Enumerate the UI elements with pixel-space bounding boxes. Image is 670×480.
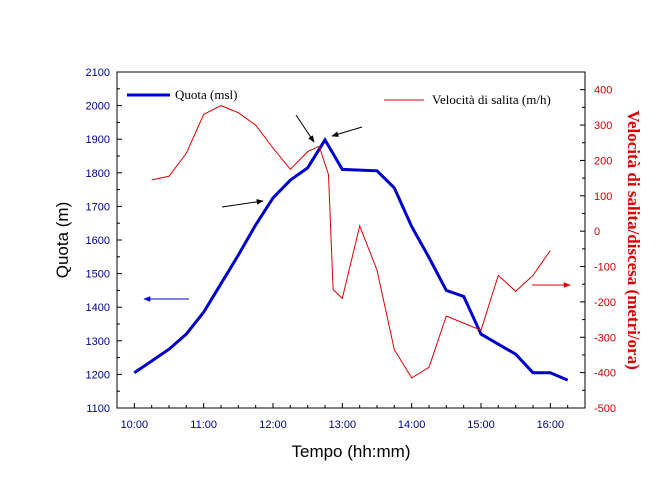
x-tick-label: 10:00 (121, 419, 149, 431)
x-tick-label: 11:00 (190, 419, 217, 431)
x-axis-ticks: 10:00 11:00 12:00 13:00 14:00 15:00 16:00 (121, 403, 569, 431)
series-layer (133, 105, 569, 382)
x-axis-title: Tempo (hh:mm) (291, 442, 410, 461)
legend: Quota (msl) Velocità di salita (m/h) (127, 87, 551, 107)
y-right-tick-label: 0 (594, 226, 600, 238)
arrow-ascent (221, 199, 264, 208)
series-line-velocita (151, 105, 551, 379)
y-left-tick-label: 1900 (86, 134, 110, 146)
x-tick-label: 16:00 (537, 419, 565, 431)
y-right-tick-label: -300 (594, 332, 616, 344)
y-right-tick-label: 100 (594, 191, 612, 203)
x-tick-label: 12:00 (259, 419, 287, 431)
y-right-tick-label: 200 (594, 155, 612, 167)
y-left-axis-ticks: 1100 1200 1300 1400 1500 1600 1700 1800 1900 2000… (86, 67, 122, 415)
y-right-tick-label: -100 (594, 262, 616, 274)
y-right-tick-label: 300 (594, 120, 612, 132)
y-left-tick-label: 1500 (86, 269, 110, 281)
x-tick-label: 14:00 (398, 419, 426, 431)
y-right-axis-ticks: -500 -400 -300 -200 -100 0 100 200 300 400 (580, 85, 616, 415)
y-right-tick-label: -400 (594, 368, 616, 380)
y2-axis-title: Velocità di salita/discesa (metri/ora) (624, 110, 643, 370)
arrow-peak-upper-left (295, 114, 315, 143)
plot-frame (116, 71, 586, 409)
y-left-tick-label: 1200 (86, 369, 110, 381)
y-left-tick-label: 1100 (86, 403, 110, 415)
y-right-tick-label: -500 (594, 403, 616, 415)
y-left-tick-label: 1400 (86, 302, 110, 314)
y-axis-title: Quota (m) (53, 202, 72, 279)
annotation-arrows (143, 114, 571, 302)
y-left-tick-label: 2100 (86, 67, 110, 79)
y-left-tick-label: 1800 (86, 168, 110, 180)
legend-quota-label: Quota (msl) (175, 87, 237, 102)
legend-velocita-label: Velocità di salita (m/h) (432, 92, 551, 107)
y-right-tick-label: 400 (594, 85, 612, 97)
series-line-quota (133, 136, 569, 382)
y-left-tick-label: 1600 (86, 235, 110, 247)
y-left-tick-label: 1300 (86, 336, 110, 348)
y-left-tick-label: 1700 (86, 201, 110, 213)
y-left-tick-label: 2000 (86, 101, 110, 113)
x-tick-label: 13:00 (329, 419, 357, 431)
x-tick-label: 15:00 (467, 419, 495, 431)
y-right-tick-label: -200 (594, 297, 616, 309)
arrow-peak-right (331, 126, 363, 137)
